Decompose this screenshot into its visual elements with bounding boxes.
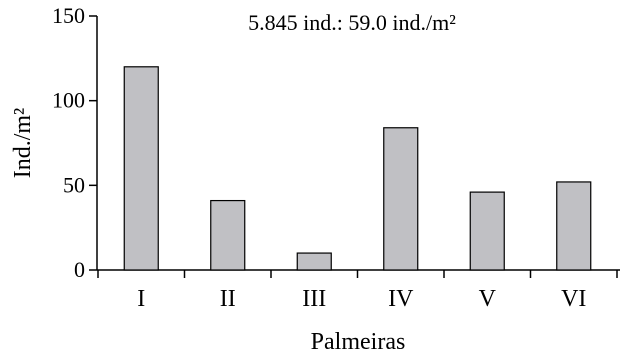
bars xyxy=(123,66,592,271)
y-tick-label: 150 xyxy=(52,3,85,28)
y-axis-label: Ind./m² xyxy=(10,108,36,179)
x-tick-label: III xyxy=(302,286,326,312)
x-tick-label: II xyxy=(220,286,236,312)
y-tick-label: 50 xyxy=(63,172,85,197)
bar xyxy=(123,66,159,271)
y-tick-label: 0 xyxy=(74,257,85,282)
bar xyxy=(469,191,505,271)
bar xyxy=(556,181,592,271)
bar xyxy=(210,199,246,271)
x-tick-label: V xyxy=(479,286,497,312)
x-tick-label: I xyxy=(137,286,145,312)
chart-title: 5.845 ind.: 59.0 ind./m² xyxy=(248,10,456,35)
bar xyxy=(296,252,332,271)
y-tick-label: 100 xyxy=(52,88,85,113)
x-tick-label: IV xyxy=(388,286,414,312)
x-ticks: I II III IV V VI xyxy=(97,270,618,312)
y-ticks: 0 50 100 150 xyxy=(52,3,97,282)
x-axis-label: Palmeiras xyxy=(311,329,406,354)
x-tick-label: VI xyxy=(561,286,586,312)
bar xyxy=(383,127,419,271)
